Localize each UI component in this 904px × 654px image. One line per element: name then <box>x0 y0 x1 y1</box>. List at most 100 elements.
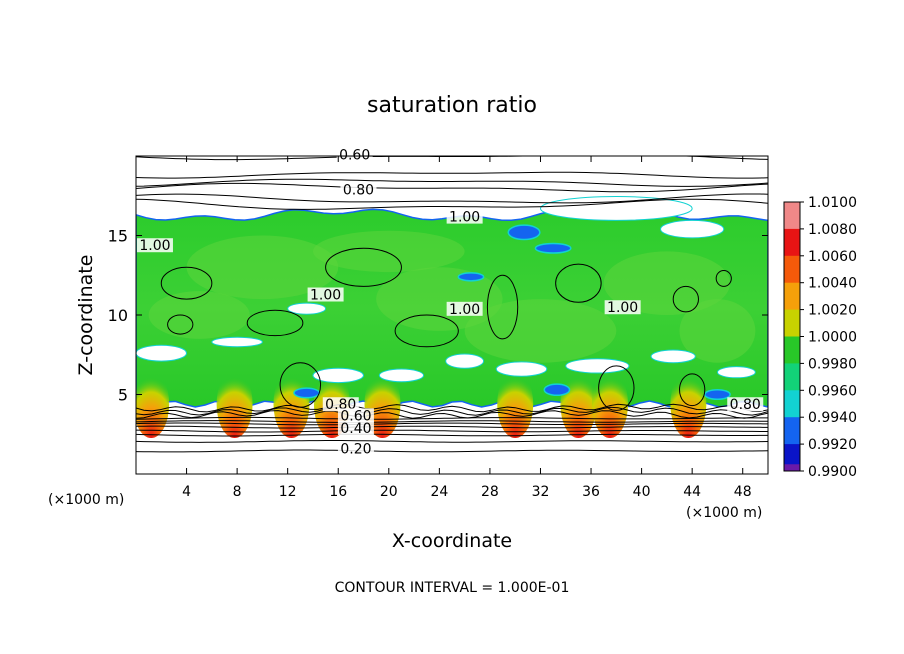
x-tick-label: 48 <box>734 484 752 500</box>
supersaturation-patch <box>464 299 617 363</box>
x-tick-label: 40 <box>633 484 651 500</box>
upper-contour <box>136 156 768 161</box>
z-unit-label: (×1000 m) <box>48 492 124 508</box>
saturation-contour-loop <box>679 373 706 407</box>
lower-contour <box>136 403 768 413</box>
colorbar-swatch <box>784 282 800 311</box>
x-tick-label: 32 <box>532 484 550 500</box>
contour-label-bg <box>446 209 483 224</box>
x-tick-label: 4 <box>182 484 191 500</box>
contour-label: 0.60 <box>340 408 371 424</box>
z-axis-ticks: 5 10 15 <box>108 227 768 405</box>
contour-label: 0.80 <box>730 397 761 413</box>
contour-label: 1.00 <box>449 210 480 226</box>
colorbar-swatch <box>784 390 800 418</box>
saturation-contour-loop <box>672 285 699 313</box>
surface-hotspot <box>136 370 170 439</box>
lower-contour <box>136 440 768 443</box>
colorbar-swatch <box>784 336 800 364</box>
x-tick-label: 12 <box>279 484 297 500</box>
contour-label: 1.00 <box>607 300 638 316</box>
colorbar-label: 1.0080 <box>808 222 857 238</box>
upper-contour <box>136 178 768 187</box>
colorbar-swatch <box>784 464 800 471</box>
x-tick-label: 44 <box>683 484 701 500</box>
contour-label-bg <box>446 301 483 316</box>
saturation-contour-loop <box>394 314 459 348</box>
contour-interval-label: CONTOUR INTERVAL = 1.000E-01 <box>335 580 570 596</box>
clear-patch <box>312 367 365 384</box>
clear-patch <box>495 361 548 377</box>
colorbar-label: 0.9960 <box>808 383 857 399</box>
colorbar-swatch <box>784 202 800 230</box>
clear-patch <box>565 358 630 374</box>
contour-label: 0.80 <box>343 183 374 199</box>
saturation-contour-loop <box>160 266 213 300</box>
surface-hotspot <box>560 370 597 439</box>
saturation-contour-loop <box>555 263 602 303</box>
colorbar-label: 0.9980 <box>808 356 857 372</box>
upper-contour <box>136 193 768 204</box>
upper-contour <box>136 171 768 179</box>
lower-contour <box>136 429 768 433</box>
lower-contour <box>136 406 768 416</box>
saturation-contour-loop <box>246 309 304 337</box>
z-tick-label: 15 <box>108 227 128 246</box>
subsaturated-patch <box>457 272 485 282</box>
colorbar-label: 1.0060 <box>808 249 857 265</box>
x-tick-label: 20 <box>380 484 398 500</box>
colorbar-label: 1.0000 <box>808 330 857 346</box>
colorbar-swatch <box>784 417 800 445</box>
contour-label-bg <box>322 397 359 412</box>
contour-label-bg <box>337 441 374 456</box>
x-tick-label: 28 <box>481 484 499 500</box>
contour-label-bg <box>727 397 764 412</box>
colorbar-swatch <box>784 309 800 337</box>
colorbar-label: 1.0100 <box>808 195 857 211</box>
contour-label-bg <box>136 238 173 253</box>
lower-contour <box>136 410 768 419</box>
colorbar-label: 1.0040 <box>808 276 857 292</box>
chart-title: saturation ratio <box>367 93 537 118</box>
subsaturated-patch <box>704 388 731 401</box>
subsaturated-patch <box>534 242 572 254</box>
upper-contour <box>136 198 768 210</box>
x-unit-label: (×1000 m) <box>686 505 762 521</box>
x-axis-label: X-coordinate <box>392 530 512 552</box>
colorbar-label: 1.0020 <box>808 303 857 319</box>
saturation-field <box>136 196 768 439</box>
plot-area: 0.600.801.001.001.001.00 1.000.800.600.40… <box>108 147 769 500</box>
colorbar: 1.0100 1.0080 1.0060 1.0040 1.0020 1.0000 0.99… <box>783 195 857 480</box>
contour-label-bg <box>337 408 374 423</box>
surface-hotspot <box>592 370 628 439</box>
surface-hotspot <box>273 370 310 439</box>
lower-contour <box>136 416 768 420</box>
z-tick-label: 10 <box>108 306 128 325</box>
saturation-contour-loop <box>167 314 194 335</box>
surface-hotspot <box>670 370 707 439</box>
z-axis-label: Z-coordinate <box>75 255 97 376</box>
supersaturation-patch <box>148 291 250 339</box>
lower-contour <box>136 425 768 429</box>
x-tick-label: 36 <box>582 484 600 500</box>
upper-contour <box>136 182 768 193</box>
contour-label-bg <box>337 421 374 436</box>
saturation-contour-loop <box>715 269 732 287</box>
contour-label-bg <box>307 287 344 302</box>
lower-contour <box>136 433 768 437</box>
saturation-contour-loop <box>486 274 519 340</box>
lower-contour <box>136 422 768 426</box>
saturation-contour-loop <box>598 365 635 411</box>
contour-label-bg <box>604 300 641 315</box>
contour-label-bg <box>340 182 377 197</box>
colorbar-label: 0.9900 <box>808 464 857 480</box>
subsaturated-patch <box>507 224 541 241</box>
lower-contour <box>136 449 768 453</box>
clear-patch <box>660 219 725 239</box>
clear-patch <box>716 366 756 379</box>
contour-label: 0.20 <box>340 442 371 458</box>
colorbar-swatch <box>784 255 800 284</box>
subsaturated-patch <box>293 387 321 399</box>
x-axis-ticks: 4 8 12 16 20 24 28 32 36 40 44 48 <box>182 156 752 500</box>
